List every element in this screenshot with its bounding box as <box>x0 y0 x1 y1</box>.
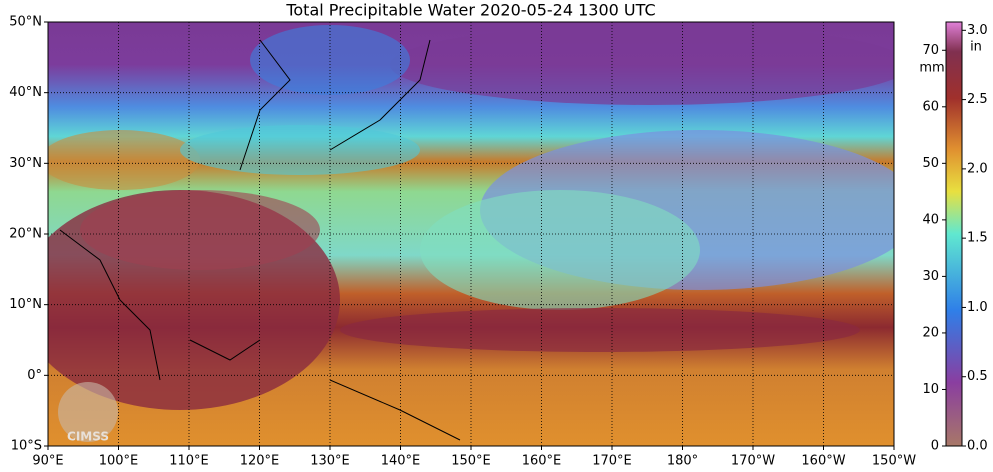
x-tick-label: 120°E <box>240 454 280 469</box>
map-frame <box>47 21 895 447</box>
x-tick-label: 170°W <box>731 454 775 469</box>
x-tick-label: 180° <box>667 454 698 469</box>
colorbar-mm-label: 50 <box>922 156 939 171</box>
title: Total Precipitable Water 2020-05-24 1300… <box>285 1 655 20</box>
x-tick-label: 170°E <box>592 454 632 469</box>
y-tick-label: 10°N <box>9 297 42 312</box>
colorbar-in-label: 2.5 <box>967 92 988 107</box>
y-tick-label: 40°N <box>9 85 42 100</box>
graticule: 90°E 100°E 110°E 120°E 130°E 140°E 150°E 160°E 1… <box>9 15 916 469</box>
colorbar <box>945 21 963 447</box>
x-tick-label: 150°W <box>872 454 916 469</box>
colorbar-in-label: 0.0 <box>967 439 988 454</box>
colorbar-in-label: 1.5 <box>967 231 988 246</box>
x-tick-label: 110°E <box>169 454 209 469</box>
colorbar-mm-label: 10 <box>922 382 939 397</box>
colorbar-mm-label: 20 <box>922 325 939 340</box>
y-tick-label: 10°S <box>11 439 42 454</box>
colorbar-mm-label: 40 <box>922 212 939 227</box>
y-tick-label: 30°N <box>9 156 42 171</box>
x-tick-label: 160°W <box>801 454 845 469</box>
x-tick-label: 140°E <box>381 454 421 469</box>
logo: CIMSS <box>58 382 118 444</box>
x-tick-label: 150°E <box>451 454 491 469</box>
x-tick-label: 90°E <box>32 454 63 469</box>
colorbar-mm-label: 60 <box>922 99 939 114</box>
x-tick-label: 100°E <box>99 454 139 469</box>
colorbar-unit-mm: mm <box>919 61 944 76</box>
y-tick-label: 0° <box>27 368 42 383</box>
x-tick-label: 160°E <box>522 454 562 469</box>
colorbar-mm-label: 30 <box>922 269 939 284</box>
colorbar-in-label: 3.0 <box>967 23 988 38</box>
colorbar-in-label: 0.5 <box>967 369 988 384</box>
y-tick-label: 50°N <box>9 15 42 30</box>
colorbar-mm-label: 70 <box>922 43 939 58</box>
tpw-field <box>48 22 894 446</box>
colorbar-in-label: 1.0 <box>967 300 988 315</box>
logo-text: CIMSS <box>67 430 109 444</box>
colorbar-ticks: 0 10 20 30 40 50 60 70 0.0 0.5 1.0 1.5 2.0 2.5 3.0 <box>922 23 987 454</box>
x-tick-label: 130°E <box>310 454 350 469</box>
colorbar-mm-label: 0 <box>931 439 939 454</box>
y-tick-label: 20°N <box>9 227 42 242</box>
colorbar-unit-in: in <box>970 40 982 55</box>
colorbar-in-label: 2.0 <box>967 161 988 176</box>
